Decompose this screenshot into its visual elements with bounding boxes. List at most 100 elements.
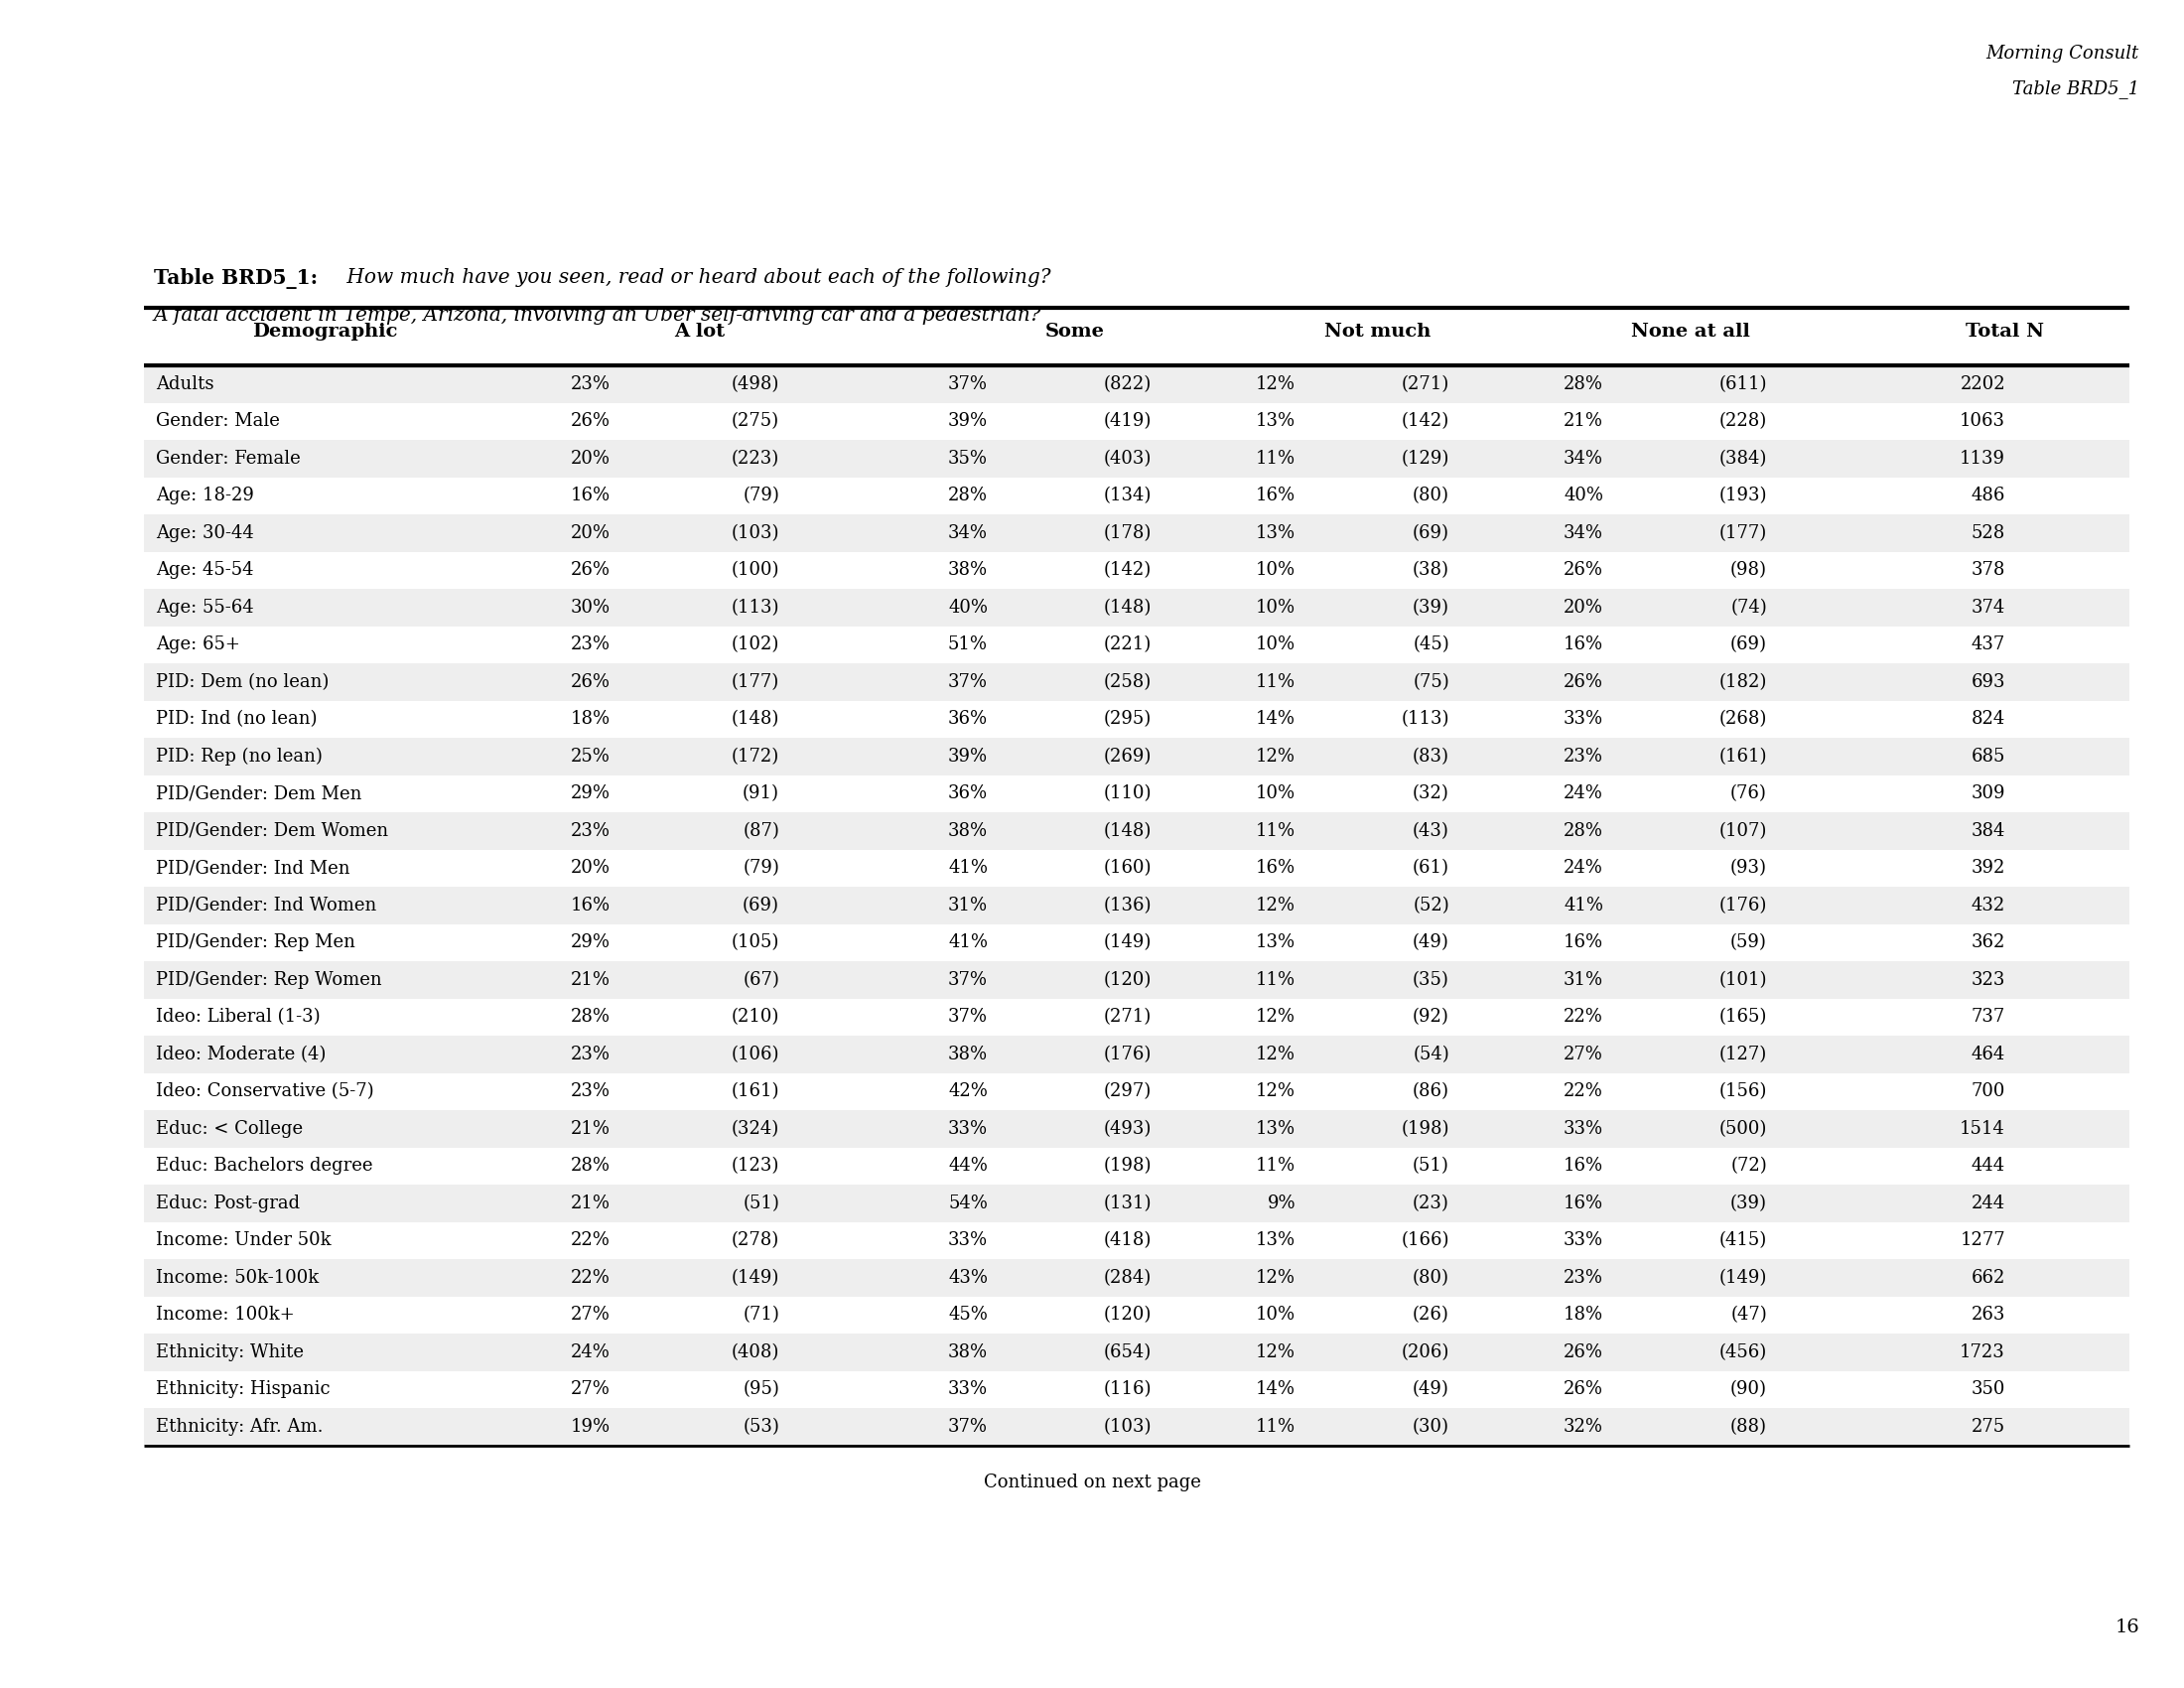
Text: 464: 464	[1972, 1045, 2005, 1063]
Text: (149): (149)	[1719, 1269, 1767, 1286]
Text: (32): (32)	[1413, 785, 1450, 802]
Text: Educ: Post-grad: Educ: Post-grad	[155, 1195, 299, 1212]
Text: 20%: 20%	[570, 449, 612, 468]
Text: (177): (177)	[1719, 523, 1767, 542]
Text: (403): (403)	[1103, 449, 1151, 468]
Text: 374: 374	[1972, 599, 2005, 616]
Text: (498): (498)	[732, 375, 780, 393]
Text: (79): (79)	[743, 486, 780, 505]
Text: 12%: 12%	[1256, 1008, 1295, 1026]
Text: (493): (493)	[1103, 1119, 1151, 1138]
Text: (148): (148)	[732, 711, 780, 728]
Text: 10%: 10%	[1256, 636, 1295, 653]
Text: 16%: 16%	[1564, 933, 1603, 952]
Text: 28%: 28%	[570, 1156, 612, 1175]
Text: (271): (271)	[1103, 1008, 1151, 1026]
Bar	[144, 1111, 2129, 1148]
Bar	[144, 886, 2129, 923]
Text: 28%: 28%	[1564, 375, 1603, 393]
Text: (98): (98)	[1730, 562, 1767, 579]
Text: (49): (49)	[1413, 933, 1450, 952]
Text: Ethnicity: Hispanic: Ethnicity: Hispanic	[155, 1381, 330, 1398]
Text: 22%: 22%	[570, 1232, 612, 1249]
Text: 33%: 33%	[948, 1232, 987, 1249]
Text: (103): (103)	[1103, 1418, 1151, 1435]
Text: 54%: 54%	[948, 1195, 987, 1212]
Text: (176): (176)	[1103, 1045, 1151, 1063]
Text: (79): (79)	[743, 859, 780, 878]
Text: (275): (275)	[732, 412, 780, 430]
Text: (166): (166)	[1402, 1232, 1450, 1249]
Text: (127): (127)	[1719, 1045, 1767, 1063]
Text: (107): (107)	[1719, 822, 1767, 841]
Bar	[144, 1408, 2129, 1445]
Text: (269): (269)	[1103, 748, 1151, 765]
Text: (456): (456)	[1719, 1344, 1767, 1361]
Bar	[144, 1185, 2129, 1222]
Text: (148): (148)	[1103, 822, 1151, 841]
Text: 11%: 11%	[1256, 971, 1295, 989]
Text: (35): (35)	[1413, 971, 1450, 989]
Text: (160): (160)	[1103, 859, 1151, 878]
Text: 486: 486	[1972, 486, 2005, 505]
Text: (71): (71)	[743, 1307, 780, 1323]
Bar	[144, 923, 2129, 960]
Text: 23%: 23%	[570, 1082, 612, 1101]
Bar	[144, 626, 2129, 663]
Text: (51): (51)	[1413, 1156, 1450, 1175]
Text: (120): (120)	[1103, 971, 1151, 989]
Text: (419): (419)	[1103, 412, 1151, 430]
Text: (53): (53)	[743, 1418, 780, 1435]
Text: 29%: 29%	[570, 933, 612, 952]
Text: 20%: 20%	[1564, 599, 1603, 616]
Text: Age: 55-64: Age: 55-64	[155, 599, 253, 616]
Text: 1277: 1277	[1959, 1232, 2005, 1249]
Text: 10%: 10%	[1256, 785, 1295, 802]
Text: 35%: 35%	[948, 449, 987, 468]
Text: 275: 275	[1972, 1418, 2005, 1435]
Text: 26%: 26%	[570, 674, 612, 690]
Text: 18%: 18%	[1564, 1307, 1603, 1323]
Text: (69): (69)	[1730, 636, 1767, 653]
Text: (92): (92)	[1413, 1008, 1450, 1026]
Text: (30): (30)	[1413, 1418, 1450, 1435]
Text: 31%: 31%	[948, 896, 987, 915]
Text: (149): (149)	[732, 1269, 780, 1286]
Text: (284): (284)	[1103, 1269, 1151, 1286]
Text: 16%: 16%	[1564, 1156, 1603, 1175]
Text: 13%: 13%	[1256, 1232, 1295, 1249]
Text: Income: 50k-100k: Income: 50k-100k	[155, 1269, 319, 1286]
Text: 700: 700	[1972, 1082, 2005, 1101]
Text: 244: 244	[1972, 1195, 2005, 1212]
Text: PID/Gender: Rep Women: PID/Gender: Rep Women	[155, 971, 382, 989]
Text: 38%: 38%	[948, 1045, 987, 1063]
Text: (61): (61)	[1413, 859, 1450, 878]
Text: (120): (120)	[1103, 1307, 1151, 1323]
Text: (103): (103)	[732, 523, 780, 542]
Text: 23%: 23%	[1564, 1269, 1603, 1286]
Text: PID/Gender: Rep Men: PID/Gender: Rep Men	[155, 933, 356, 952]
Text: 37%: 37%	[948, 1418, 987, 1435]
Text: (822): (822)	[1103, 375, 1151, 393]
Text: Some: Some	[1044, 322, 1105, 341]
Bar	[144, 738, 2129, 775]
Text: 23%: 23%	[1564, 748, 1603, 765]
Bar	[144, 589, 2129, 626]
Text: 33%: 33%	[1564, 1119, 1603, 1138]
Bar	[144, 812, 2129, 849]
Text: (80): (80)	[1413, 1269, 1450, 1286]
Text: (193): (193)	[1719, 486, 1767, 505]
Text: 41%: 41%	[948, 859, 987, 878]
Text: 38%: 38%	[948, 822, 987, 841]
Text: 39%: 39%	[948, 748, 987, 765]
Text: 12%: 12%	[1256, 375, 1295, 393]
Bar	[144, 441, 2129, 478]
Text: 33%: 33%	[948, 1119, 987, 1138]
Text: (198): (198)	[1402, 1119, 1450, 1138]
Text: Table BRD5_1:: Table BRD5_1:	[153, 268, 319, 289]
Text: (384): (384)	[1719, 449, 1767, 468]
Text: Age: 45-54: Age: 45-54	[155, 562, 253, 579]
Text: (131): (131)	[1103, 1195, 1151, 1212]
Text: 392: 392	[1972, 859, 2005, 878]
Text: Income: 100k+: Income: 100k+	[155, 1307, 295, 1323]
